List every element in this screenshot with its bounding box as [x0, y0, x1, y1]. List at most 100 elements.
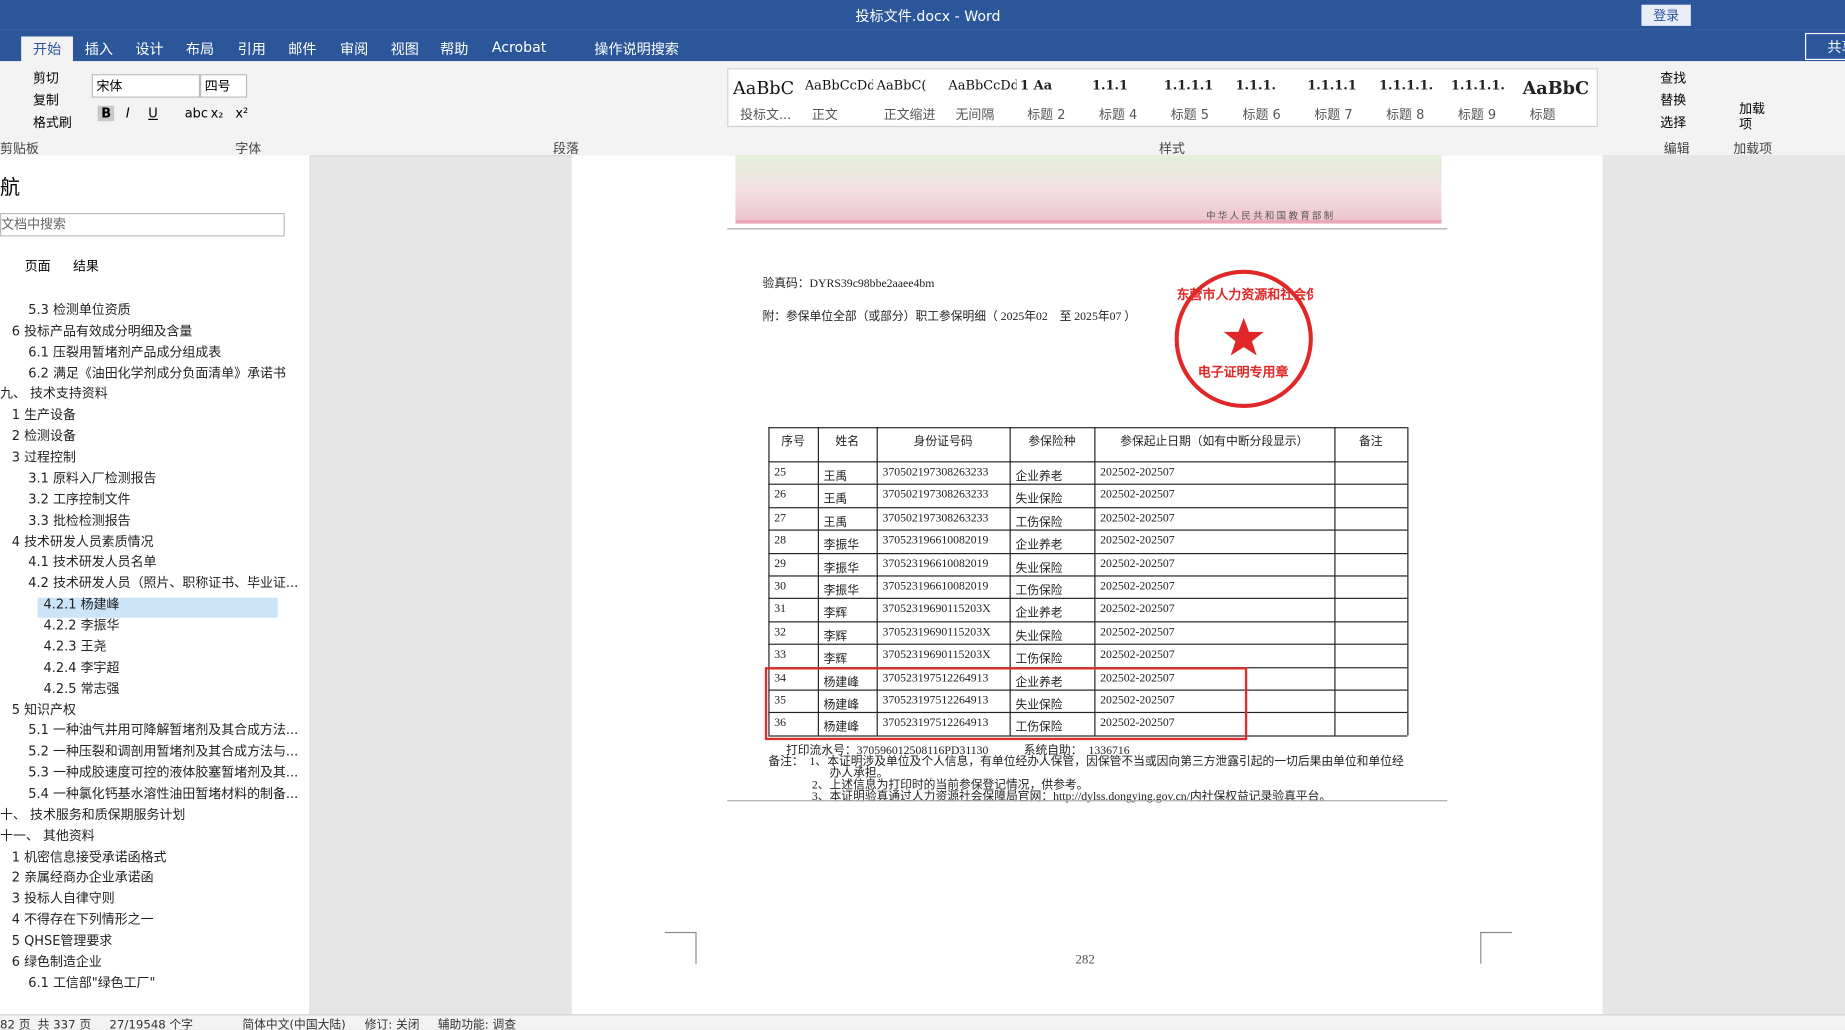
group-label: 字体	[235, 141, 262, 157]
nav-heading[interactable]: 3.1 原料入厂检测报告	[28, 470, 157, 486]
editing-button[interactable]: 选择	[1660, 115, 1687, 131]
font-button[interactable]: B	[97, 105, 115, 122]
table-cell: 370523197512264913	[882, 671, 989, 685]
nav-heading[interactable]: 3.2 工序控制文件	[28, 491, 131, 507]
table-cell: 370502197308263233	[882, 488, 989, 502]
nav-heading[interactable]: 5.2 一种压裂和调剖用暂堵剂及其合成方法与...	[28, 743, 299, 760]
nav-heading[interactable]: 5.3 一种成胶速度可控的液体胶塞暂堵剂及其...	[28, 764, 299, 781]
ribbon-tab[interactable]: 设计	[135, 41, 164, 58]
font-button[interactable]: U	[148, 105, 158, 122]
font-button[interactable]: abc	[184, 105, 209, 122]
nav-heading[interactable]: 4.2.3 王尧	[43, 638, 107, 655]
font-button[interactable]: x²	[235, 105, 249, 122]
nav-heading[interactable]: 3.3 批检检测报告	[28, 512, 131, 528]
style-preview[interactable]: 1.1.1.1.	[1450, 77, 1505, 93]
style-preview[interactable]: 1.1.1.	[1235, 77, 1277, 93]
nav-heading[interactable]: 6.2 满足《油田化学剂成分负面清单》承诺书	[28, 365, 286, 381]
style-name[interactable]: 标题 2	[1027, 107, 1066, 123]
style-name[interactable]: 标题 7	[1314, 107, 1353, 123]
ribbon-tab[interactable]: 引用	[237, 41, 266, 58]
style-name[interactable]: 标题 6	[1242, 107, 1281, 123]
nav-heading[interactable]: 6.1 压裂用暂堵剂产品成分组成表	[28, 344, 222, 360]
nav-heading[interactable]: 十、 技术服务和质保期服务计划	[0, 807, 186, 823]
nav-tab[interactable]: 结果	[72, 258, 99, 275]
style-preview[interactable]: 1.1.1.1	[1163, 77, 1214, 93]
clipboard-button[interactable]: 格式刷	[32, 115, 72, 131]
style-preview[interactable]: AaBbC(	[876, 77, 927, 93]
font-button[interactable]: x₂	[210, 105, 224, 122]
style-name[interactable]: 正文	[811, 107, 838, 123]
nav-heading[interactable]: 十一、 其他资料	[0, 828, 95, 844]
style-name[interactable]: 标题 9	[1457, 107, 1497, 123]
ribbon-tab[interactable]: Acrobat	[491, 38, 547, 56]
nav-heading[interactable]: 2 检测设备	[11, 428, 76, 444]
nav-heading[interactable]: 6.1 工信部"绿色工厂"	[28, 975, 156, 991]
style-preview[interactable]: 1 Aa	[1020, 77, 1053, 93]
style-name[interactable]: 投标文...	[740, 107, 792, 123]
nav-heading[interactable]: 5.3 检测单位资质	[28, 302, 131, 318]
style-preview[interactable]: 1.1.1	[1091, 77, 1128, 93]
ribbon-tab[interactable]: 帮助	[440, 41, 469, 58]
nav-search[interactable]: 文档中搜索	[0, 212, 285, 237]
nav-heading[interactable]: 4.2.5 常志强	[43, 680, 120, 697]
table-cell: 企业养老	[1015, 539, 1063, 553]
font-button[interactable]: I	[125, 105, 130, 122]
style-name[interactable]: 无间隔	[955, 107, 995, 123]
clipboard-button[interactable]: 复制	[32, 92, 59, 109]
nav-heading[interactable]: 5.1 一种油气井用可降解暂堵剂及其合成方法...	[28, 722, 299, 739]
ribbon-tab[interactable]: 插入	[84, 41, 113, 58]
nav-heading[interactable]: 九、 技术支持资料	[0, 386, 108, 402]
ribbon-tab[interactable]: 开始	[21, 36, 73, 66]
clipboard-button[interactable]: 剪切	[32, 70, 59, 86]
nav-heading[interactable]: 4 技术研发人员素质情况	[11, 533, 154, 549]
table-border	[768, 689, 1408, 691]
style-preview[interactable]: AaBbC	[1522, 77, 1590, 99]
nav-heading[interactable]: 4.2.1 杨建峰	[43, 596, 120, 613]
style-name[interactable]: 标题	[1529, 107, 1556, 123]
table-cell: 企业养老	[1015, 607, 1063, 621]
table-cell: 企业养老	[1015, 470, 1063, 484]
styles-gallery-box	[727, 68, 1598, 128]
style-name[interactable]: 正文缩进	[883, 107, 936, 123]
nav-heading[interactable]: 4.2.4 李宇超	[43, 659, 120, 676]
ribbon-tab[interactable]: 布局	[185, 41, 215, 58]
editing-button[interactable]: 查找	[1660, 70, 1687, 86]
login-button[interactable]: 登录	[1641, 4, 1691, 26]
nav-heading[interactable]: 5 知识产权	[11, 701, 76, 718]
nav-heading[interactable]: 5 QHSE管理要求	[11, 933, 113, 949]
nav-heading[interactable]: 1 机密信息接受承诺函格式	[11, 849, 167, 865]
nav-heading[interactable]: 3 过程控制	[11, 449, 76, 465]
nav-heading[interactable]: 3 投标人自律守则	[11, 891, 115, 907]
style-preview[interactable]: AaBbC	[733, 77, 795, 99]
addins-button[interactable]: 加载项	[1739, 101, 1765, 132]
style-name[interactable]: 标题 5	[1170, 107, 1210, 123]
style-preview[interactable]: 1.1.1.1.	[1379, 77, 1434, 93]
nav-heading[interactable]: 6 投标产品有效成分明细及含量	[11, 323, 193, 339]
style-name[interactable]: 标题 4	[1098, 107, 1138, 123]
table-border	[1094, 427, 1096, 736]
style-preview[interactable]: AaBbCcDdI	[804, 77, 874, 93]
nav-heading[interactable]: 2 亲属经商办企业承诺函	[11, 870, 154, 886]
nav-heading[interactable]: 6 绿色制造企业	[11, 954, 102, 970]
stamp	[1174, 269, 1313, 409]
style-preview[interactable]: AaBbCcDdI	[948, 77, 1017, 93]
share-button[interactable]: 共享	[1804, 32, 1845, 61]
nav-heading[interactable]: 4 不得存在下列情形之一	[11, 912, 154, 928]
nav-heading[interactable]: 1 生产设备	[11, 407, 76, 423]
font-name[interactable]: 宋体	[91, 74, 201, 98]
nav-heading[interactable]: 5.4 一种氯化钙基水溶性油田暂堵材料的制备...	[28, 786, 299, 802]
style-preview[interactable]: 1.1.1.1	[1307, 77, 1357, 93]
ribbon-tab[interactable]: 视图	[390, 41, 419, 58]
nav-tab[interactable]: 页面	[24, 258, 51, 275]
table-cell: 工伤保险	[1015, 516, 1063, 530]
ribbon-tab[interactable]: 邮件	[288, 41, 317, 58]
font-size[interactable]: 四号	[200, 74, 248, 98]
ribbon-tab[interactable]: 审阅	[340, 41, 369, 58]
style-name[interactable]: 标题 8	[1386, 107, 1425, 123]
table-cell: 李振华	[823, 539, 859, 553]
nav-heading[interactable]: 4.2 技术研发人员（照片、职称证书、毕业证...	[28, 575, 299, 592]
tell-me-search[interactable]: 操作说明搜索	[594, 41, 679, 58]
nav-heading[interactable]: 4.1 技术研发人员名单	[28, 554, 157, 571]
editing-button[interactable]: 替换	[1660, 92, 1687, 109]
nav-heading[interactable]: 4.2.2 李振华	[43, 617, 120, 634]
